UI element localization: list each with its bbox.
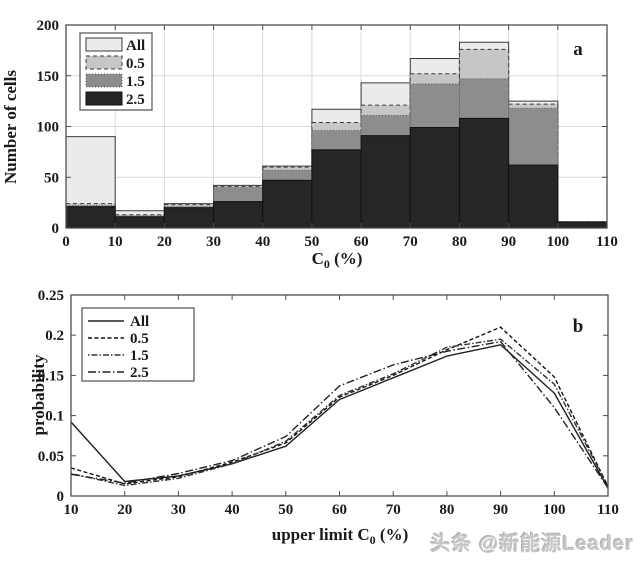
legend-label-1.5: 1.5 xyxy=(130,348,149,364)
y-axis-tick-label: 0 xyxy=(52,221,60,237)
x-axis-tick-label: 70 xyxy=(386,502,401,518)
histogram-bar-2.5 xyxy=(114,216,165,229)
x-axis-tick-label: 0 xyxy=(62,234,70,250)
x-axis-tick-label: 30 xyxy=(171,502,186,518)
x-axis-tick-label: 90 xyxy=(493,502,508,518)
histogram-bar-2.5 xyxy=(262,179,313,229)
x-axis-tick-label: 90 xyxy=(501,234,516,250)
legend-box xyxy=(81,307,195,382)
x-axis-tick-label: 30 xyxy=(206,234,221,250)
histogram-bar-2.5 xyxy=(311,149,362,229)
x-axis-tick-label: 110 xyxy=(596,234,618,250)
legend-swatch-2.5 xyxy=(85,91,123,106)
x-axis-tick-label: 10 xyxy=(108,234,123,250)
series-line-0.5 xyxy=(70,326,609,487)
y-axis-tick-label: 0 xyxy=(57,489,65,505)
panel-letter-b: b xyxy=(573,316,584,337)
x-axis-label: upper limit C0 (%) xyxy=(272,525,409,547)
x-axis-tick-label: 20 xyxy=(157,234,172,250)
plot-frame xyxy=(65,24,608,229)
histogram-bar-2.5 xyxy=(163,207,215,229)
y-axis-tick-label: 0.1 xyxy=(45,409,64,425)
y-axis-tick-label: 50 xyxy=(44,170,59,186)
x-axis-tick-label: 60 xyxy=(354,234,369,250)
legend-label-0.5: 0.5 xyxy=(130,331,149,347)
x-axis-tick-label: 60 xyxy=(332,502,347,518)
y-axis-label: probability xyxy=(29,354,48,435)
legend-swatch-1.5 xyxy=(85,73,123,88)
legend-label-2.5: 2.5 xyxy=(126,92,145,108)
legend-swatch-All xyxy=(85,37,123,52)
x-axis-tick-label: 100 xyxy=(547,234,570,250)
histogram-bar-2.5 xyxy=(213,201,264,229)
y-axis-tick-label: 0.25 xyxy=(38,288,64,304)
x-axis-tick-label: 40 xyxy=(255,234,270,250)
histogram-chart-panel-a: 0 10 20 30 40 50 60 70 80 90 100 110 0 50 100 150 200 Num… xyxy=(1,18,618,271)
panel-letter-a: a xyxy=(573,39,583,60)
x-axis-tick-label: 80 xyxy=(439,502,454,518)
histogram-bar-2.5 xyxy=(65,206,116,229)
line-chart-panel-b: 10 20 30 40 50 60 70 80 90 100 110 0 0.05 0.1 0.15 0.2 0… xyxy=(29,288,619,547)
legend-label-0.5: 0.5 xyxy=(126,56,145,72)
watermark-text: 头条 @新能源Leader xyxy=(430,533,634,555)
series-line-1.5 xyxy=(70,338,609,487)
x-axis-label: C0 (%) xyxy=(312,249,363,271)
x-axis-tick-label: 10 xyxy=(64,502,79,518)
legend-swatch-0.5 xyxy=(85,55,123,70)
y-axis-label: Number of cells xyxy=(1,70,20,184)
y-axis-tick-label: 200 xyxy=(37,18,60,34)
y-axis-tick-label: 0.05 xyxy=(38,449,64,465)
legend-label-All: All xyxy=(130,314,149,330)
histogram-bar-2.5 xyxy=(409,127,460,229)
plot-frame xyxy=(70,294,609,497)
legend-label-All: All xyxy=(126,38,145,54)
x-axis-tick-label: 20 xyxy=(117,502,132,518)
y-axis-tick-label: 100 xyxy=(37,120,60,136)
y-axis-tick-label: 0.15 xyxy=(38,368,64,384)
histogram-bar-2.5 xyxy=(360,135,411,229)
histogram-bar-2.5 xyxy=(508,164,559,229)
series-line-All xyxy=(70,344,609,489)
y-axis-tick-label: 0.2 xyxy=(45,328,64,344)
x-axis-tick-label: 70 xyxy=(403,234,418,250)
legend-label-2.5: 2.5 xyxy=(130,365,149,381)
x-axis-tick-label: 40 xyxy=(225,502,240,518)
x-axis-tick-label: 100 xyxy=(543,502,566,518)
y-axis-tick-label: 150 xyxy=(37,69,60,85)
series-line-2.5 xyxy=(70,340,609,489)
legend-label-1.5: 1.5 xyxy=(126,74,145,90)
x-axis-tick-label: 50 xyxy=(278,502,293,518)
x-axis-tick-label: 110 xyxy=(597,502,619,518)
x-axis-tick-label: 80 xyxy=(452,234,467,250)
histogram-bar-2.5 xyxy=(557,221,608,229)
x-axis-tick-label: 50 xyxy=(304,234,319,250)
histogram-bar-2.5 xyxy=(458,117,510,229)
